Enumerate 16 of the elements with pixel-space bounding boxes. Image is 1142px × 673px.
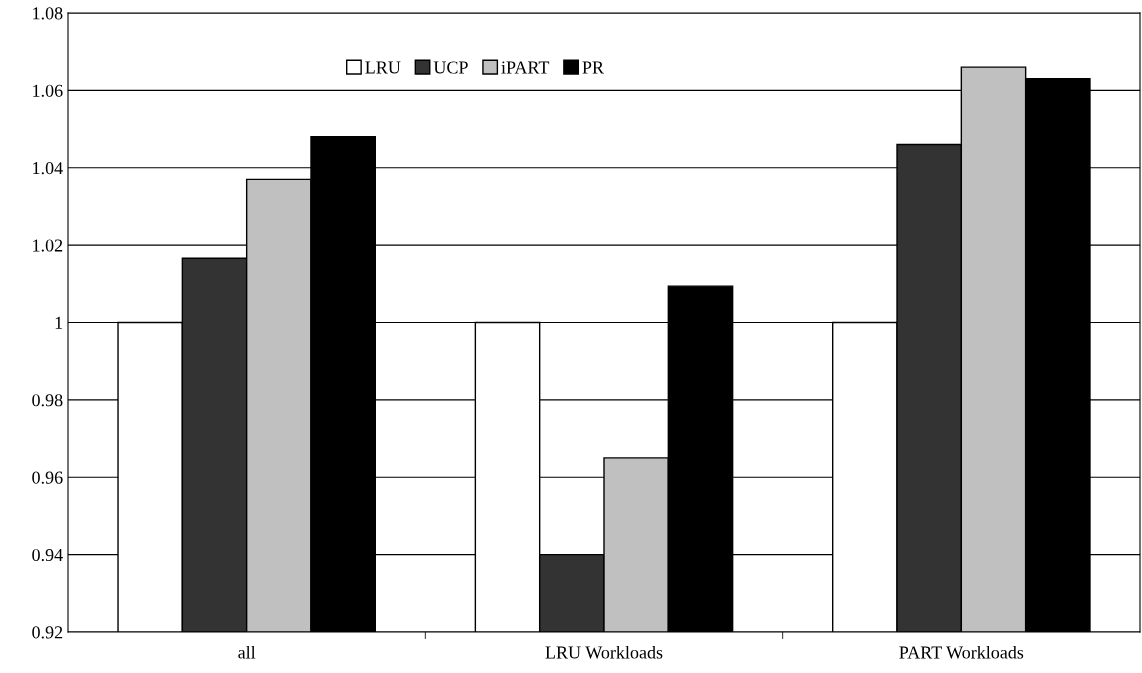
y-tick-label: 0.96 (32, 471, 63, 484)
y-tick-label: 0.92 (32, 626, 63, 639)
y-tick-label: 0.98 (32, 394, 63, 407)
x-tick-label: all (238, 645, 256, 659)
y-tick-label: 1.02 (33, 239, 63, 252)
y-tick-label: 1.06 (33, 84, 63, 97)
x-tick-label: PART Workloads (899, 645, 1024, 659)
legend-label: iPART (501, 61, 550, 74)
y-tick-label: 0.94 (32, 548, 63, 562)
y-tick-label: 1 (55, 316, 63, 329)
y-tick-label: 1.04 (33, 162, 63, 175)
legend-label: LRU (365, 61, 401, 74)
x-tick-label: LRU Workloads (545, 645, 663, 659)
y-tick-label: 1.08 (33, 7, 63, 20)
legend-label: PR (582, 61, 604, 74)
legend-label: UCP (433, 61, 468, 74)
